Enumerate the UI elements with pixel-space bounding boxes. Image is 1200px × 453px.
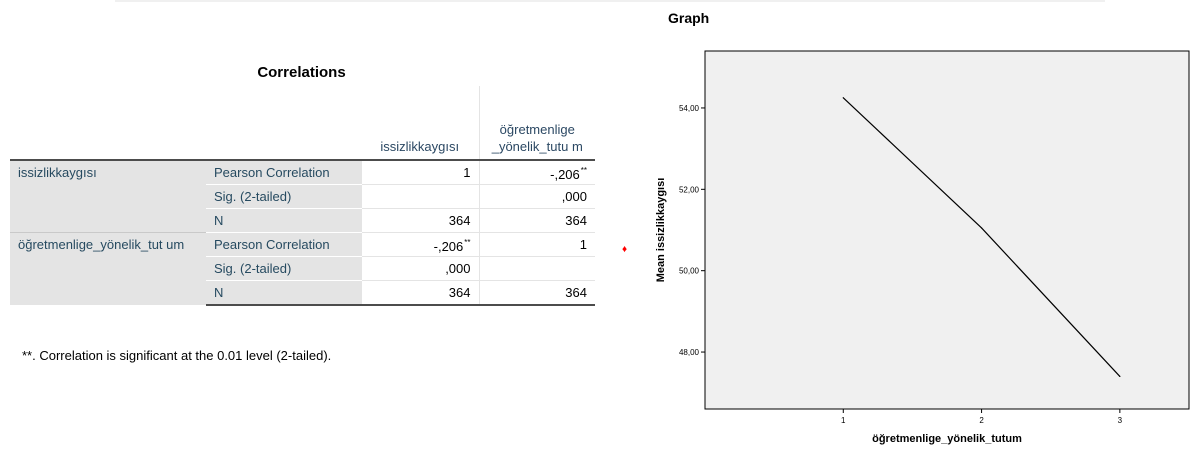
statistic-label: Pearson Correlation <box>206 160 361 185</box>
data-point <box>842 97 844 99</box>
plot-area <box>704 50 1190 410</box>
y-tick-label: 48,00 <box>679 348 700 357</box>
cell-value: -,206** <box>360 232 479 257</box>
column-header-ogretmenlige: öğretmenlige _yönelik_tutu m <box>478 86 595 160</box>
cell-value: ,000 <box>360 256 479 281</box>
table-title: Correlations <box>257 64 346 81</box>
row-variable-label: issizlikkaygısı <box>10 160 206 233</box>
data-point <box>1119 375 1121 378</box>
table-row: N 364 364 <box>10 208 595 233</box>
cell-value-text: 1 <box>463 164 471 180</box>
x-tick-label: 1 <box>841 416 846 425</box>
table-row: Sig. (2-tailed) ,000 <box>10 256 595 281</box>
statistic-label: N <box>206 280 361 306</box>
red-arrow-marker-icon: ♦ <box>622 244 628 255</box>
cell-value-text: 364 <box>565 212 587 228</box>
cell-value-text: ,000 <box>561 188 587 204</box>
x-axis-label: öğretmenlige_yönelik_tutum <box>872 433 1022 445</box>
table-row: öğretmenlige_yönelik_tut um Pearson Corre… <box>10 232 595 305</box>
column-header-issizlikkaygisi: issizlikkaygısı <box>361 86 479 160</box>
cell-value-text: 1 <box>579 236 587 252</box>
table-header-row: issizlikkaygısı öğretmenlige _yönelik_tu… <box>10 86 595 160</box>
cell-value: 364 <box>478 280 595 306</box>
cell-value <box>478 256 595 281</box>
correlations-table: issizlikkaygısı öğretmenlige _yönelik_tu… <box>10 86 595 306</box>
statistic-label: N <box>206 208 361 233</box>
cell-value <box>360 184 479 209</box>
statistic-label: Pearson Correlation <box>206 232 361 257</box>
cell-value: 1 <box>360 160 479 185</box>
cell-value: 364 <box>360 280 479 306</box>
y-tick-label: 54,00 <box>679 104 700 113</box>
cell-value: -,206** <box>478 160 595 185</box>
table-row: Sig. (2-tailed) ,000 <box>10 184 595 209</box>
graph-title: Graph <box>668 10 710 26</box>
statistic-label: Sig. (2-tailed) <box>206 256 361 281</box>
cell-value-text: 364 <box>565 284 587 300</box>
x-tick-label: 2 <box>979 416 984 425</box>
table-footnote: **. Correlation is significant at the 0.… <box>22 348 332 363</box>
statistic-label: Sig. (2-tailed) <box>206 184 361 209</box>
y-tick-label: 50,00 <box>679 267 700 276</box>
top-divider <box>115 0 1105 2</box>
empty-header-cell <box>206 86 361 160</box>
cell-value: 364 <box>360 208 479 233</box>
cell-value-text: 364 <box>448 284 471 300</box>
cell-value-text: ,000 <box>445 260 471 276</box>
significance-marker: ** <box>580 165 587 175</box>
table-row: N 364 364 <box>10 280 595 306</box>
y-tick-label: 52,00 <box>679 185 700 194</box>
y-axis-label: Mean issizlikkaygısı <box>655 178 667 283</box>
cell-value-text: 364 <box>448 212 471 228</box>
cell-value-text: -,206 <box>433 238 464 254</box>
cell-value-text: -,206 <box>550 166 580 182</box>
table-row: issizlikkaygısı Pearson Correlation 1 -,206… <box>10 160 595 233</box>
empty-header-cell <box>10 86 206 160</box>
line-chart: 48,00 50,00 52,00 54,00 1 2 3 öğretmenlige_yöne… <box>655 50 1190 445</box>
cell-value: 364 <box>478 208 595 233</box>
row-variable-label: öğretmenlige_yönelik_tut um <box>10 232 206 305</box>
significance-marker: ** <box>464 237 471 247</box>
data-point <box>980 227 983 229</box>
x-tick-label: 3 <box>1118 416 1123 425</box>
cell-value: 1 <box>478 232 595 257</box>
cell-value: ,000 <box>478 184 595 209</box>
